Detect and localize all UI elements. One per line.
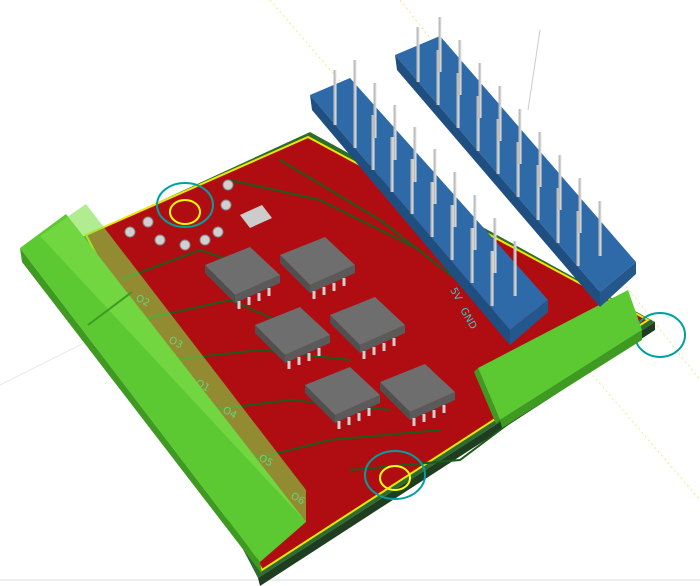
terminal-block-left	[20, 204, 306, 574]
pin-header-1	[310, 58, 548, 345]
pin-header-2	[395, 15, 636, 307]
terminal-block-right	[474, 290, 642, 428]
